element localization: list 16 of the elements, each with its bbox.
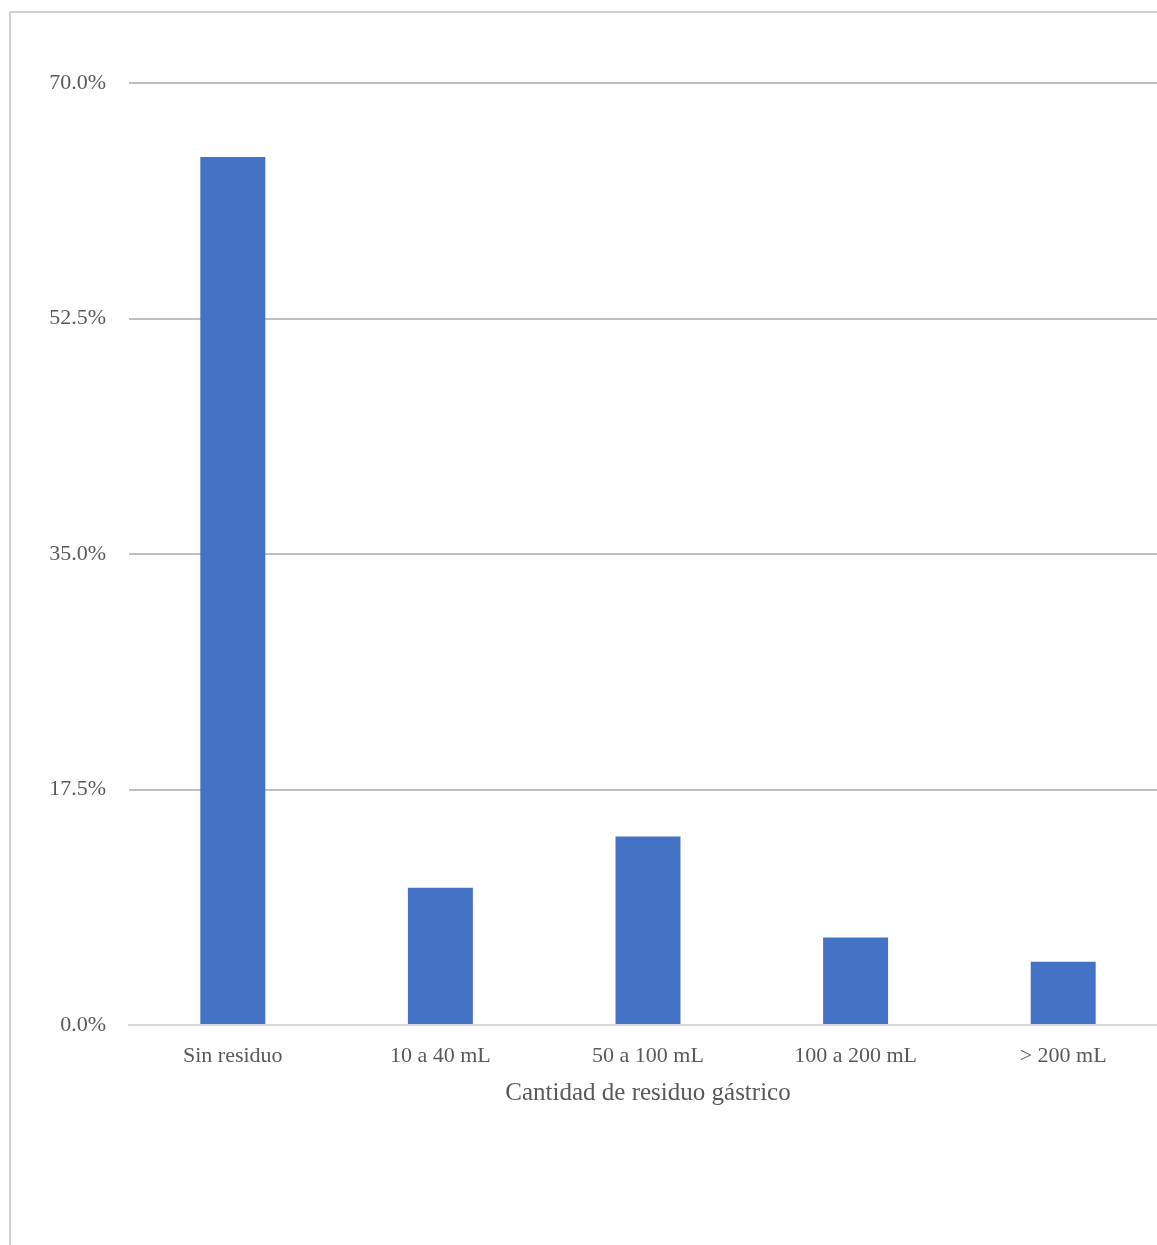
x-axis-title: Cantidad de residuo gástrico xyxy=(505,1077,791,1105)
x-tick-label: 50 a 100 mL xyxy=(592,1041,704,1067)
bar xyxy=(615,836,681,1024)
y-tick-label: 70.0% xyxy=(49,68,106,94)
bar xyxy=(823,937,889,1024)
x-tick-label: Sin residuo xyxy=(182,1041,283,1067)
bar xyxy=(1030,961,1096,1024)
y-tick-label: 35.0% xyxy=(49,539,106,565)
y-tick-label: 0.0% xyxy=(60,1010,106,1036)
bar xyxy=(200,157,266,1024)
x-tick-label: 100 a 200 mL xyxy=(794,1041,918,1067)
y-tick-label: 52.5% xyxy=(49,304,106,330)
y-tick-label: 17.5% xyxy=(49,775,106,801)
bar xyxy=(407,887,473,1024)
x-tick-label: 10 a 40 mL xyxy=(389,1041,491,1067)
x-tick-label: > 200 mL xyxy=(1019,1041,1107,1067)
